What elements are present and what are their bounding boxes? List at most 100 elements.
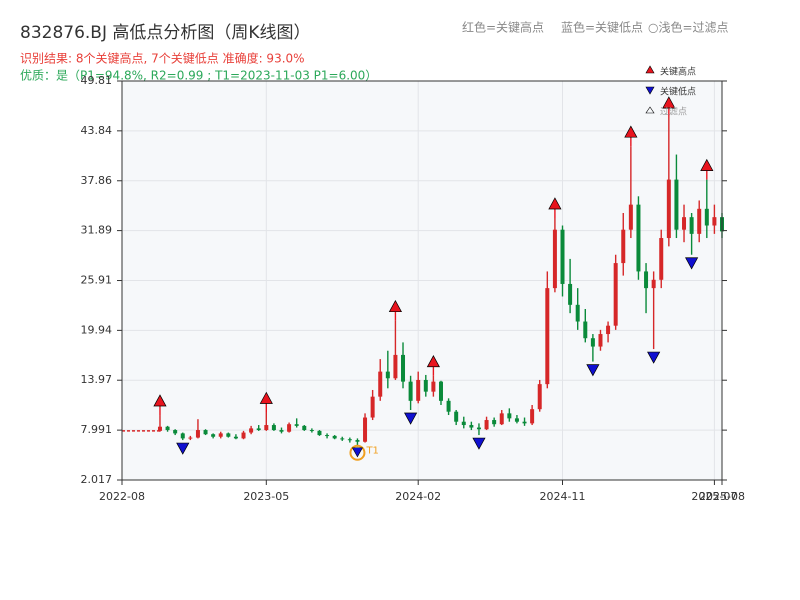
candle-body <box>522 421 527 424</box>
key-low-marker <box>472 437 486 450</box>
candle-body <box>188 437 193 439</box>
candle-body <box>682 217 687 230</box>
y-tick-label: 43.84 <box>81 124 113 137</box>
chart-subtitle: 识别结果: 8个关键高点, 7个关键低点 准确度: 93.0% <box>20 51 305 66</box>
candle-body <box>469 425 474 428</box>
candle-body <box>226 433 231 437</box>
y-tick-label: 37.86 <box>81 174 113 187</box>
key-high-marker <box>153 394 167 407</box>
candle-body <box>180 433 185 439</box>
y-tick-label: 25.91 <box>81 274 113 287</box>
candle-body <box>575 304 580 322</box>
candle-body <box>560 229 565 284</box>
key-high-marker <box>426 355 440 368</box>
candle-body <box>446 400 451 412</box>
candle-body <box>309 430 314 432</box>
candle-body <box>712 217 717 226</box>
candle-body <box>598 334 603 347</box>
header-legend: 红色=关键高点 <box>462 20 544 35</box>
candle-body <box>666 179 671 239</box>
key-high-marker <box>259 391 273 404</box>
candle-body <box>644 271 649 289</box>
candle-body <box>583 321 588 339</box>
candle-body <box>271 425 276 431</box>
candle-body <box>659 238 664 280</box>
candle-body <box>438 381 443 401</box>
candle-body <box>233 436 238 439</box>
candle-body <box>636 204 641 272</box>
legend-label: 关键高点 <box>660 66 696 78</box>
x-tick-label: 2024-11 <box>540 490 586 503</box>
candle-body <box>606 325 611 335</box>
candle-body <box>340 438 345 440</box>
candle-body <box>530 409 535 424</box>
key-low-marker <box>647 351 661 364</box>
y-tick-label: 49.81 <box>81 74 113 87</box>
filtered-ring <box>349 444 366 461</box>
legend-label: 关键低点 <box>660 86 696 98</box>
legend-icon <box>645 65 655 74</box>
candle-body <box>249 428 254 433</box>
y-tick-label: 13.97 <box>81 373 113 386</box>
candle-body <box>279 430 284 432</box>
candle-body <box>218 433 223 437</box>
key-low-marker <box>404 412 418 425</box>
candle-body <box>697 208 702 234</box>
key-high-marker <box>662 96 676 109</box>
candle-body <box>211 434 216 437</box>
candle-body <box>628 204 633 230</box>
key-low-marker <box>176 442 190 455</box>
candle-body <box>461 421 466 426</box>
y-tick-label: 7.991 <box>81 423 113 436</box>
legend-icon <box>645 106 655 114</box>
candle-body <box>514 418 519 422</box>
x-tick-label: 2025-08 <box>699 490 745 503</box>
filtered-low-marker <box>351 447 363 458</box>
header-legend: 蓝色=关键低点 <box>561 21 643 35</box>
candle-body <box>294 424 299 426</box>
header-legend: ○浅色=过滤点 <box>648 21 729 35</box>
candle-body <box>173 430 178 434</box>
candle-body <box>241 432 246 439</box>
chart-title: 832876.BJ 高低点分析图（周K线图） <box>20 23 311 43</box>
candle-body <box>195 430 200 438</box>
key-high-marker <box>624 125 638 138</box>
candle-body <box>423 379 428 392</box>
candle-body <box>378 371 383 397</box>
y-tick-label: 2.017 <box>81 473 113 486</box>
filtered-label: T1 <box>365 446 378 457</box>
candle-body <box>370 396 375 418</box>
candle-body <box>552 229 557 289</box>
candle-body <box>332 435 337 439</box>
x-tick-label: 2023-05 <box>243 490 289 503</box>
candle-body <box>621 229 626 264</box>
candle-body <box>499 413 504 425</box>
x-tick-label: 2025-07 <box>691 490 737 503</box>
candle-body <box>454 411 459 422</box>
x-tick-label: 2024-02 <box>395 490 441 503</box>
key-high-marker <box>700 158 714 171</box>
candle-body <box>401 354 406 382</box>
legend-label: 过滤点 <box>660 106 687 118</box>
candle-body <box>537 384 542 410</box>
candle-body <box>393 354 398 379</box>
candle-body <box>545 288 550 385</box>
candle-body <box>416 379 421 401</box>
candle-body <box>203 430 208 435</box>
candle-body <box>431 381 436 392</box>
candle-body <box>674 179 679 230</box>
candle-body <box>476 427 481 430</box>
candle-body <box>157 426 162 431</box>
candle-body <box>347 439 352 441</box>
candle-body <box>325 435 330 437</box>
candle-body <box>484 420 489 430</box>
quality-note: 优质：是（P1=94.8%, R2=0.99 ; T1=2023-11-03 P… <box>20 69 377 83</box>
candle-body <box>507 413 512 419</box>
candle-body <box>704 208 709 226</box>
y-tick-label: 19.94 <box>81 323 113 336</box>
candle-body <box>568 283 573 305</box>
y-tick-label: 31.89 <box>81 224 113 237</box>
candle-body <box>165 426 170 431</box>
candle-body <box>651 279 656 289</box>
